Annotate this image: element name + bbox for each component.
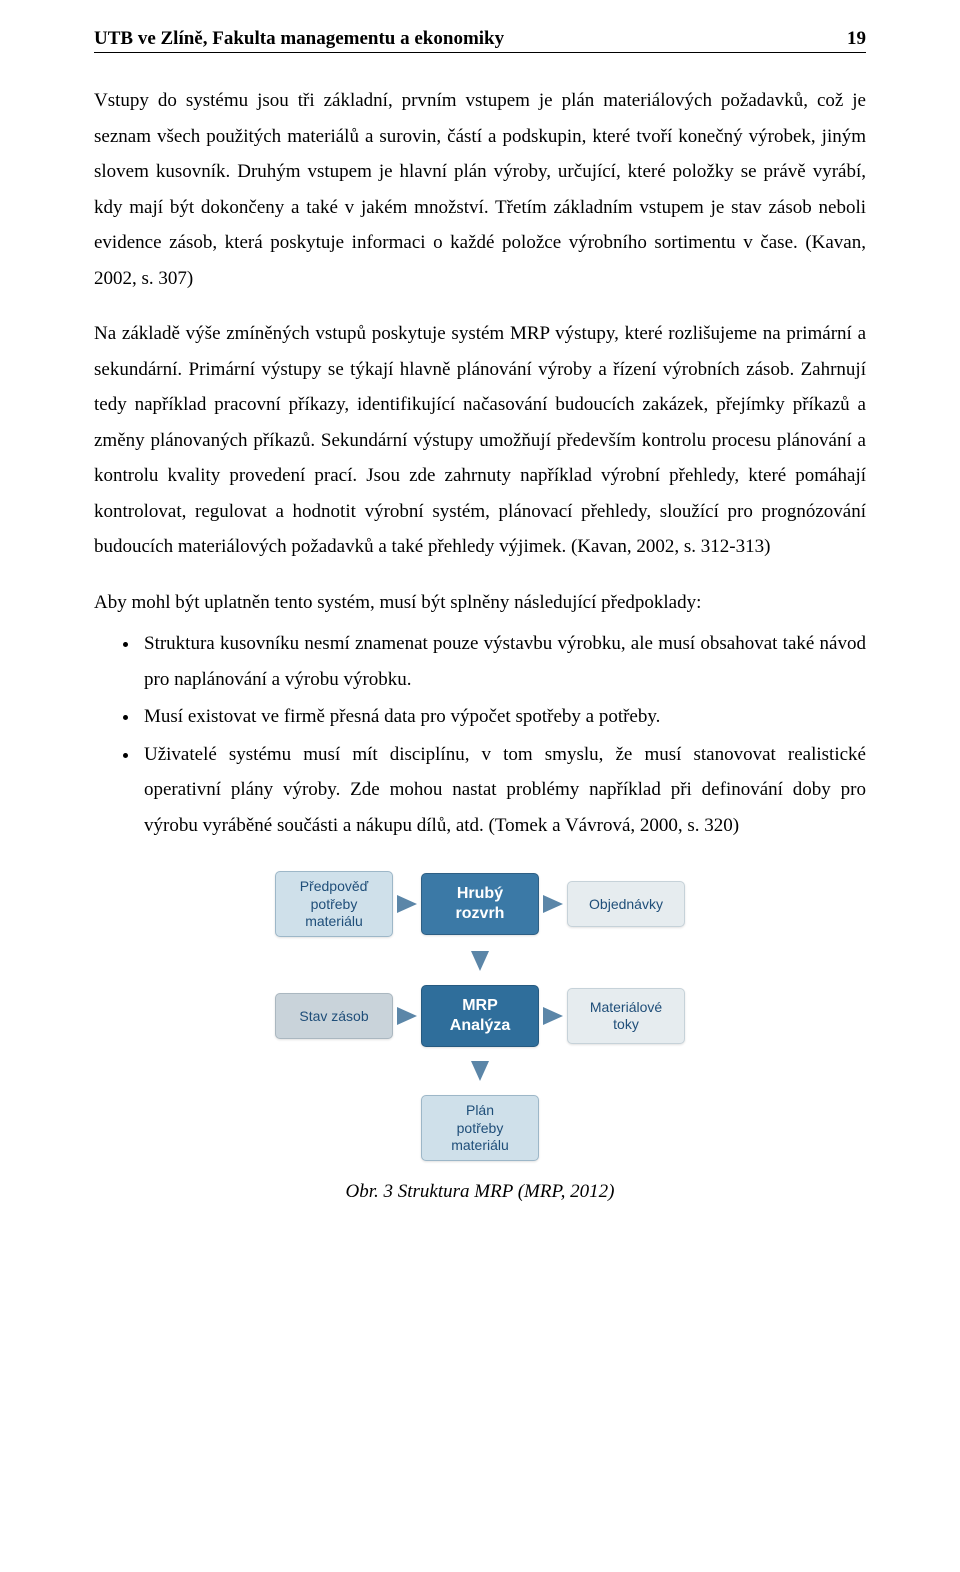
paragraph-2: Na základě výše zmíněných vstupů poskytu… — [94, 316, 866, 565]
node-rough-schedule: Hrubýrozvrh — [421, 873, 539, 935]
page-header: UTB ve Zlíně, Fakulta managementu a ekon… — [94, 28, 866, 53]
page: UTB ve Zlíně, Fakulta managementu a ekon… — [0, 0, 960, 1223]
prerequisites-list: Struktura kusovníku nesmí znamenat pouze… — [94, 626, 866, 843]
list-item: Musí existovat ve firmě přesná data pro … — [140, 699, 866, 735]
arrow-right-icon — [543, 1007, 563, 1025]
arrow-right-icon — [397, 1007, 417, 1025]
list-item: Uživatelé systému musí mít disciplínu, v… — [140, 737, 866, 844]
node-orders: Objednávky — [567, 881, 685, 927]
node-forecast: Předpověďpotřebymateriálu — [275, 871, 393, 937]
paragraph-1: Vstupy do systému jsou tři základní, prv… — [94, 83, 866, 296]
figure-caption: Obr. 3 Struktura MRP (MRP, 2012) — [94, 1181, 866, 1203]
header-institution: UTB ve Zlíně, Fakulta managementu a ekon… — [94, 28, 504, 50]
paragraph-3: Aby mohl být uplatněn tento systém, musí… — [94, 585, 866, 621]
node-material-plan: Plánpotřebymateriálu — [421, 1095, 539, 1161]
list-item: Struktura kusovníku nesmí znamenat pouze… — [140, 626, 866, 697]
node-material-flows: Materiálovétoky — [567, 988, 685, 1044]
page-number: 19 — [847, 28, 866, 50]
arrow-right-icon — [397, 895, 417, 913]
arrow-down-icon — [471, 951, 489, 971]
node-mrp-analysis: MRPAnalýza — [421, 985, 539, 1047]
node-stock: Stav zásob — [275, 993, 393, 1039]
mrp-diagram: Předpověďpotřebymateriálu Hrubýrozvrh Ob… — [94, 861, 866, 1171]
arrow-down-icon — [471, 1061, 489, 1081]
arrow-right-icon — [543, 895, 563, 913]
